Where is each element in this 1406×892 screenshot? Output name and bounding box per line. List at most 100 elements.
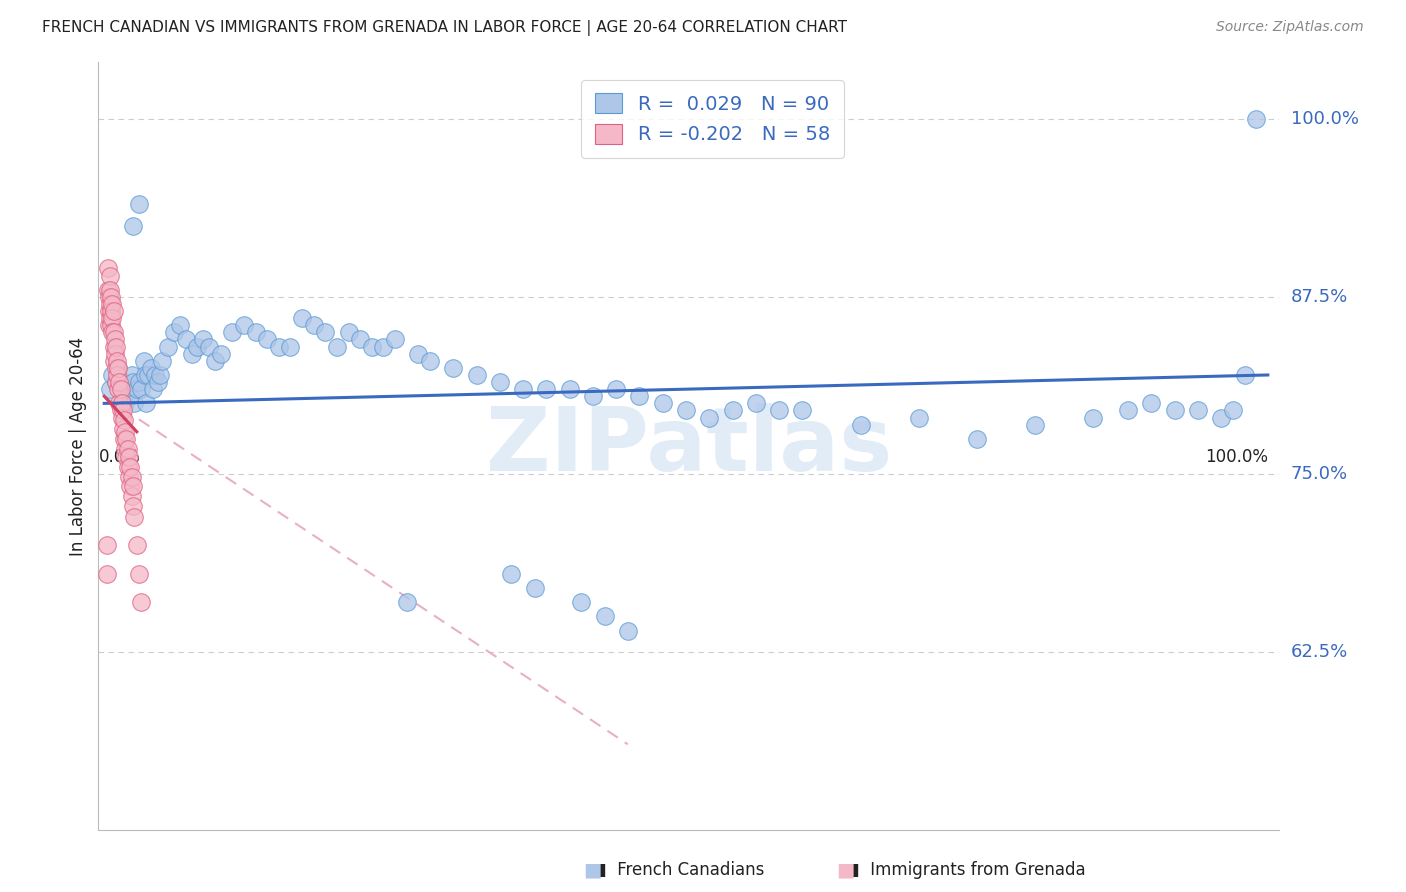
Point [745, 396, 768, 410]
Point [697, 410, 720, 425]
Point [1083, 410, 1105, 425]
Point [489, 375, 512, 389]
Point [605, 382, 627, 396]
Point [117, 460, 139, 475]
Point [360, 340, 382, 354]
Point [501, 566, 523, 581]
Point [125, 382, 148, 396]
Point [209, 346, 232, 360]
Point [110, 403, 132, 417]
Point [97, 318, 120, 333]
Point [121, 489, 143, 503]
Point [105, 353, 128, 368]
Point [128, 566, 150, 581]
Point [1140, 396, 1163, 410]
Point [111, 375, 134, 389]
Point [1116, 403, 1139, 417]
Point [118, 389, 141, 403]
Point [122, 479, 145, 493]
Point [118, 450, 141, 465]
Point [104, 360, 127, 375]
Point [180, 346, 202, 360]
Point [105, 368, 128, 382]
Point [117, 442, 139, 456]
Point [103, 326, 125, 340]
Point [569, 595, 592, 609]
Point [103, 353, 125, 368]
Point [1222, 403, 1244, 417]
Point [115, 450, 138, 465]
Point [97, 304, 120, 318]
Point [111, 403, 134, 417]
Point [98, 268, 121, 283]
Point [98, 382, 121, 396]
Point [651, 396, 673, 410]
Point [100, 304, 122, 318]
Point [132, 353, 155, 368]
Point [115, 432, 138, 446]
Point [337, 326, 360, 340]
Point [96, 538, 118, 552]
Point [1233, 368, 1256, 382]
Point [1164, 403, 1187, 417]
Point [1024, 417, 1046, 432]
Point [163, 326, 186, 340]
Point [108, 396, 131, 410]
Point [131, 382, 153, 396]
Y-axis label: In Labor Force | Age 20-64: In Labor Force | Age 20-64 [69, 336, 87, 556]
Text: 100.0%: 100.0% [1291, 111, 1358, 128]
Point [373, 340, 395, 354]
Point [121, 368, 143, 382]
Point [101, 326, 124, 340]
Point [98, 283, 121, 297]
Text: 0.0%: 0.0% [98, 449, 141, 467]
Point [157, 340, 180, 354]
Point [675, 403, 697, 417]
Point [97, 283, 120, 297]
Point [118, 470, 141, 484]
Point [314, 326, 336, 340]
Point [118, 479, 141, 493]
Point [966, 432, 988, 446]
Point [232, 318, 254, 333]
Point [103, 304, 125, 318]
Point [419, 353, 441, 368]
Point [114, 396, 136, 410]
Text: ■  French Canadians: ■ French Canadians [591, 861, 763, 879]
Point [628, 389, 651, 403]
Point [110, 382, 132, 396]
Point [125, 538, 148, 552]
Point [536, 382, 558, 396]
Point [149, 368, 172, 382]
Point [100, 290, 122, 304]
Point [138, 368, 160, 382]
Point [112, 432, 135, 446]
Point [186, 340, 208, 354]
Point [101, 311, 124, 326]
Point [169, 318, 191, 333]
Point [558, 382, 581, 396]
Point [145, 368, 167, 382]
Point [441, 360, 464, 375]
Point [512, 382, 534, 396]
Text: ■: ■ [583, 860, 602, 880]
Point [100, 318, 122, 333]
Point [395, 595, 418, 609]
Point [152, 353, 174, 368]
Point [349, 333, 371, 347]
Point [142, 382, 165, 396]
Point [104, 375, 127, 389]
Point [104, 346, 127, 360]
Point [221, 326, 243, 340]
Point [108, 375, 131, 389]
Point [98, 311, 121, 326]
Point [114, 425, 136, 439]
Point [302, 318, 325, 333]
Point [617, 624, 640, 638]
Point [593, 609, 616, 624]
Point [107, 360, 129, 375]
Point [104, 375, 127, 389]
Point [1244, 112, 1267, 127]
Point [326, 340, 349, 354]
Point [97, 290, 120, 304]
